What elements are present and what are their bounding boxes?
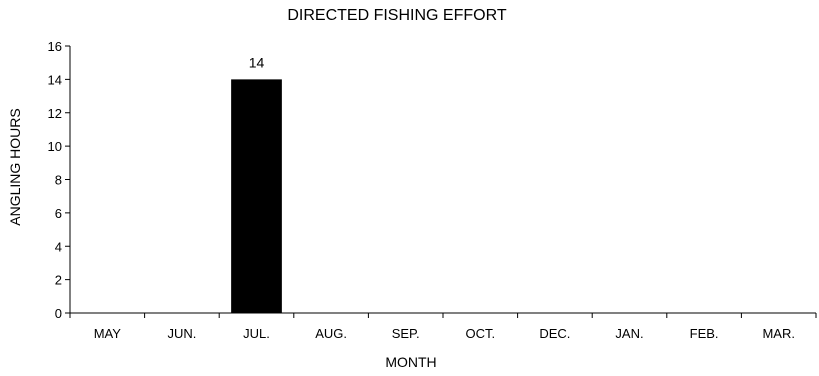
x-tick-label: FEB. bbox=[690, 326, 719, 341]
bar-jul bbox=[231, 79, 282, 313]
y-tick-label: 6 bbox=[55, 206, 62, 221]
chart-title: DIRECTED FISHING EFFORT bbox=[287, 7, 506, 24]
x-tick-label: AUG. bbox=[315, 326, 347, 341]
x-tick-label: MAR. bbox=[762, 326, 795, 341]
y-tick-label: 10 bbox=[48, 139, 62, 154]
x-tick-label: JUL. bbox=[243, 326, 270, 341]
y-axis-title: ANGLING HOURS bbox=[7, 108, 23, 225]
y-tick-label: 14 bbox=[48, 72, 62, 87]
x-tick-label: MAY bbox=[94, 326, 122, 341]
x-axis-title: MONTH bbox=[385, 354, 436, 370]
y-tick-label: 0 bbox=[55, 306, 62, 321]
plot-area: 0 2 4 6 8 10 12 14 16 MAY JUN. JUL. 14 AUG. SEP. OCT. DE… bbox=[48, 39, 817, 341]
y-tick-label: 4 bbox=[55, 239, 62, 254]
x-tick-label: JAN. bbox=[615, 326, 643, 341]
x-tick-label: JUN. bbox=[167, 326, 196, 341]
y-tick-label: 2 bbox=[55, 273, 62, 288]
y-tick-label: 16 bbox=[48, 39, 62, 54]
data-label: 14 bbox=[249, 54, 265, 70]
x-tick-label: DEC. bbox=[539, 326, 570, 341]
y-tick-label: 8 bbox=[55, 173, 62, 188]
x-tick-label: SEP. bbox=[392, 326, 420, 341]
x-tick-label: OCT. bbox=[465, 326, 495, 341]
y-tick-label: 12 bbox=[48, 106, 62, 121]
